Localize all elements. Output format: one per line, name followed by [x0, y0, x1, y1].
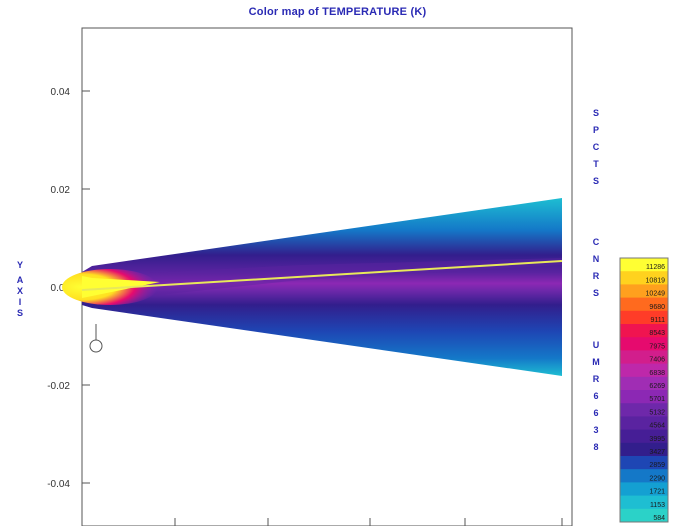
colorbar-swatch — [620, 390, 668, 404]
colorbar-label: 5701 — [649, 396, 665, 403]
y-tick-label: 0.02 — [51, 185, 71, 196]
side-text-char: 3 — [593, 425, 598, 435]
colorbar-swatch — [620, 310, 668, 325]
colorbar-label: 10249 — [646, 291, 666, 298]
probe-marker — [89, 324, 103, 353]
colorbar-label: 9680 — [649, 304, 665, 311]
y-axis-label-char: Y — [17, 260, 23, 270]
colorbar: 11286 10819 10249 9680 9111 8543 7975 7406 6838 6… — [619, 257, 669, 523]
colorbar-swatch — [620, 297, 668, 312]
colorbar-label: 6838 — [649, 370, 665, 377]
colorbar-swatch — [620, 258, 668, 272]
colorbar-swatch — [620, 363, 668, 378]
colorbar-label: 2859 — [649, 462, 665, 469]
colorbar-label: 3427 — [649, 449, 665, 456]
colorbar-swatch — [620, 350, 668, 365]
colorbar-label: 3995 — [649, 436, 665, 443]
colorbar-swatch — [620, 429, 668, 444]
colorbar-label: 1153 — [650, 502, 665, 509]
chart-title: Color map of TEMPERATURE (K) — [248, 6, 427, 18]
colorbar-swatch — [620, 376, 668, 391]
side-text-char: 6 — [593, 391, 598, 401]
jet-centerline — [81, 260, 563, 291]
colorbar-label: 8543 — [649, 330, 665, 337]
colorbar-swatch — [620, 271, 668, 285]
colorbar-swatch — [620, 284, 668, 299]
side-text-char: C — [593, 142, 600, 152]
jet-plume — [62, 198, 563, 376]
colorbar-label: 9111 — [650, 317, 665, 324]
jet-body — [82, 198, 562, 376]
side-text-char: U — [593, 340, 600, 350]
y-axis-label-char: S — [17, 308, 23, 318]
y-axis-label-char: X — [17, 286, 23, 296]
side-text-char: 8 — [593, 442, 598, 452]
colorbar-swatch — [620, 337, 668, 351]
colorbar-label: 6269 — [649, 383, 665, 390]
x-axis-ticks — [81, 518, 563, 526]
side-text-char: C — [593, 237, 600, 247]
colorbar-label: 1721 — [649, 489, 665, 496]
y-axis-label-char: I — [19, 297, 22, 307]
colorbar-label: 5132 — [649, 409, 665, 416]
colorbar-label: 10819 — [646, 277, 666, 284]
colorbar-swatch — [620, 508, 668, 523]
colorbar-label: 4564 — [649, 423, 665, 430]
colorbar-swatch — [620, 324, 668, 338]
y-tick-label: 0.04 — [51, 87, 71, 98]
colorbar-swatch — [620, 482, 668, 497]
colorbar-swatch — [620, 469, 668, 483]
y-tick-label: -0.02 — [47, 381, 70, 392]
y-axis-label-char: A — [17, 275, 24, 285]
colorbar-frame — [619, 257, 669, 523]
y-tick-label: -0.04 — [47, 479, 70, 490]
side-text-char: S — [593, 288, 599, 298]
side-text-char: 6 — [593, 408, 598, 418]
side-text-char: T — [593, 159, 599, 169]
side-text-char: P — [593, 125, 599, 135]
colorbar-label: 584 — [653, 515, 665, 522]
colorbar-label: 7406 — [649, 357, 665, 364]
colorbar-swatch — [620, 495, 668, 510]
side-text-char: N — [593, 254, 600, 264]
colorbar-label: 2290 — [649, 475, 665, 482]
side-text-char: S — [593, 108, 599, 118]
colorbar-label: 11286 — [646, 264, 665, 271]
colorbar-swatch — [620, 403, 668, 417]
colorbar-swatch — [620, 416, 668, 431]
colorbar-swatch — [620, 456, 668, 470]
side-text-char: M — [592, 357, 600, 367]
side-text-char: S — [593, 176, 599, 186]
side-text-char: R — [593, 271, 600, 281]
colorbar-swatch — [620, 442, 668, 457]
y-tick-label: 0.00 — [51, 283, 71, 294]
side-text-char: R — [593, 374, 600, 384]
colorbar-label: 7975 — [649, 343, 665, 350]
